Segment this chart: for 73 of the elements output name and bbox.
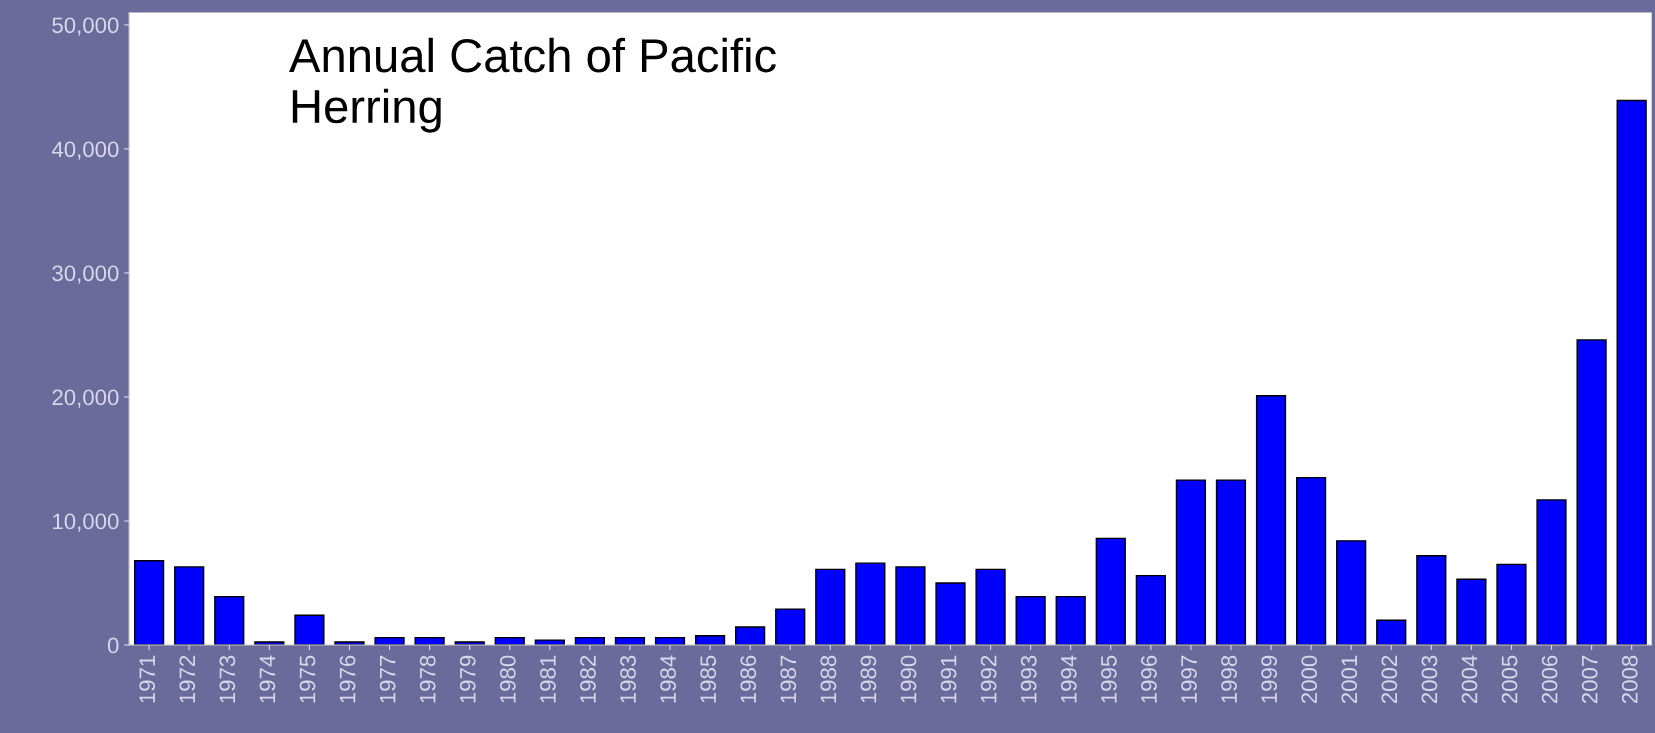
- x-tick-label: 1996: [1141, 655, 1157, 703]
- x-tick-label: 1990: [900, 655, 917, 703]
- bar: [1416, 555, 1447, 646]
- bar: [1135, 574, 1166, 646]
- x-tick-label: 1975: [299, 655, 316, 703]
- bar: [294, 614, 325, 646]
- x-tick-label: 2000: [1301, 655, 1318, 704]
- bar: [694, 635, 726, 646]
- x-tick-label: 1986: [740, 655, 757, 703]
- x-tick-label: 1989: [860, 655, 877, 703]
- bar: [1215, 479, 1247, 646]
- bar: [975, 568, 1006, 646]
- bar: [1175, 479, 1207, 646]
- bar: [1095, 537, 1126, 646]
- x-tick-label: 1983: [620, 655, 636, 703]
- x-tick-label: 1973: [219, 655, 236, 703]
- x-tick-label: 1979: [459, 655, 476, 703]
- x-tick-label: 1982: [580, 655, 596, 703]
- bar: [1055, 595, 1086, 646]
- bar: [174, 566, 205, 646]
- x-tick-label: 1999: [1261, 655, 1278, 703]
- x-tick-label: 1980: [499, 655, 516, 703]
- x-tick-label: 2008: [1621, 655, 1638, 704]
- x-tick-label: 1993: [1020, 655, 1037, 703]
- bar: [1576, 339, 1607, 646]
- bar: [775, 608, 806, 646]
- bar: [1336, 540, 1367, 646]
- y-tick-label: 0: [107, 637, 119, 654]
- bar: [1015, 595, 1046, 646]
- x-tick-label: 1998: [1221, 655, 1237, 703]
- bar: [214, 595, 245, 646]
- bar: [1295, 476, 1327, 646]
- x-tick-label: 1972: [179, 655, 196, 703]
- x-tick-label: 1988: [820, 655, 837, 703]
- x-tick-label: 1978: [419, 655, 436, 703]
- x-tick-label: 1971: [139, 655, 156, 703]
- bar: [1536, 499, 1567, 646]
- y-tick-label: 50,000: [52, 17, 119, 36]
- text: Annual Catch of Pacific Herring: [289, 37, 776, 133]
- bar: [1616, 99, 1647, 646]
- bar: [1376, 619, 1407, 646]
- bar: [1255, 395, 1287, 646]
- x-tick-label: 2004: [1461, 655, 1478, 704]
- y-tick-label: 40,000: [51, 141, 119, 160]
- x-tick-label: 1984: [660, 655, 676, 703]
- y-tick-label: 30,000: [52, 265, 119, 284]
- x-tick-label: 2001: [1341, 655, 1358, 704]
- x-tick-label: 1985: [700, 655, 717, 703]
- x-tick-label: 1981: [540, 655, 556, 703]
- bar: [735, 626, 766, 646]
- bar: [1496, 563, 1527, 646]
- bar: [134, 560, 165, 646]
- x-tick-label: 1974: [259, 655, 276, 703]
- x-tick-label: 1994: [1060, 655, 1077, 703]
- bar: [815, 568, 846, 646]
- x-tick-label: 1991: [940, 655, 957, 703]
- x-tick-label: 2002: [1381, 655, 1398, 704]
- x-tick-label: 1987: [780, 655, 797, 703]
- x-tick-label: 2005: [1501, 655, 1518, 704]
- x-tick-label: 1995: [1101, 655, 1117, 703]
- bar: [855, 562, 886, 646]
- bar: [935, 582, 966, 646]
- x-tick-label: 1992: [980, 655, 997, 703]
- x-tick-label: 1977: [379, 655, 396, 703]
- x-tick-label: 2003: [1421, 655, 1438, 704]
- x-tick-label: 1976: [339, 655, 356, 703]
- bar: [1456, 578, 1487, 646]
- x-tick-label: 2006: [1541, 655, 1558, 704]
- y-tick-label: 10,000: [53, 513, 119, 532]
- x-tick-label: 1997: [1181, 655, 1197, 703]
- bar: [895, 566, 926, 646]
- y-tick-label: 20,000: [52, 389, 119, 408]
- x-tick-label: 2007: [1581, 655, 1598, 704]
